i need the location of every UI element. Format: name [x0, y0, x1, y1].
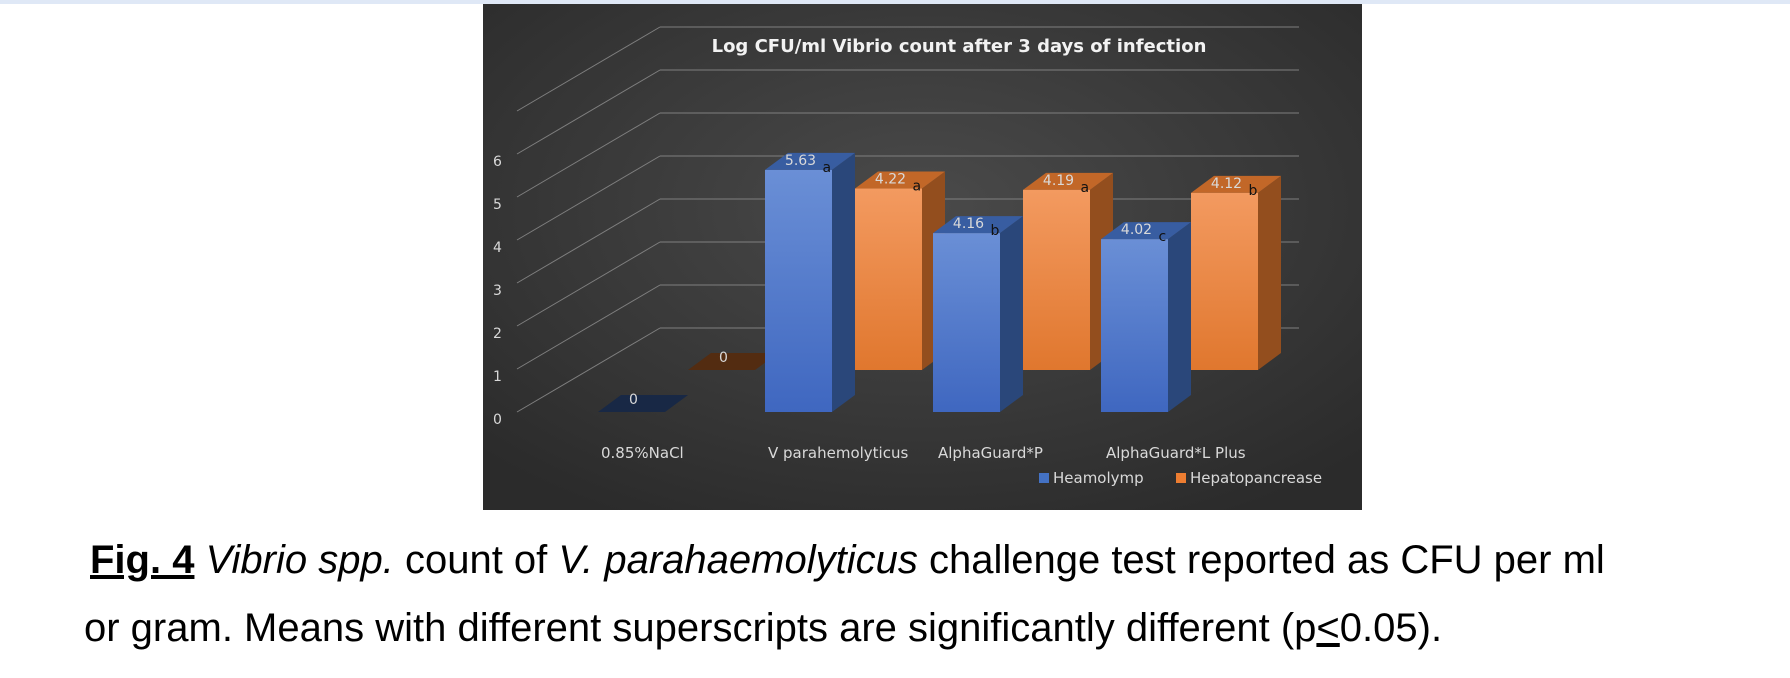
data-label: 0	[719, 350, 728, 366]
caption-text-3: or gram. Means with different superscrip…	[84, 606, 1317, 650]
caption-le-symbol: <	[1316, 606, 1340, 650]
bar-front-face	[855, 188, 922, 370]
category-label: V parahemolyticus	[768, 444, 908, 462]
superscript-label: b	[991, 223, 1000, 239]
bar-side-face	[1000, 216, 1023, 412]
figure-caption: Fig. 4 Vibrio spp. count of V. parahaemo…	[84, 526, 1780, 662]
top-border	[0, 0, 1790, 4]
bar-side-face	[1258, 175, 1281, 370]
caption-text-2: challenge test reported as CFU per ml	[917, 538, 1605, 582]
bar-side-face	[832, 152, 855, 412]
bar-front-face	[765, 169, 832, 412]
gridline-side-0	[516, 327, 661, 413]
y-tick-label: 2	[493, 326, 502, 342]
bar-hepatopancrease-3	[1191, 175, 1281, 370]
data-label: 5.63	[785, 153, 816, 169]
legend-swatch	[1176, 473, 1186, 483]
category-label: AlphaGuard*P	[938, 444, 1043, 462]
y-tick-label: 6	[493, 154, 502, 170]
bar-top-face	[1191, 175, 1281, 193]
gridline-side-5	[516, 112, 661, 198]
chart-title: Log CFU/ml Vibrio count after 3 days of …	[712, 36, 1207, 57]
bar-heamolymp-3	[1101, 222, 1191, 412]
chart-legend: Heamolymp Hepatopancrease	[1039, 469, 1322, 487]
bar-top-face	[1101, 222, 1191, 240]
data-label: 4.16	[953, 216, 984, 232]
data-label: 4.19	[1043, 173, 1074, 189]
bar-hepatopancrease-0	[688, 353, 778, 370]
superscript-label: a	[913, 179, 922, 195]
superscript-label: b	[1249, 183, 1258, 199]
gridline-side-6	[516, 69, 661, 155]
bar-side-face	[1168, 222, 1191, 412]
bar-top-face	[933, 216, 1023, 234]
caption-species: Vibrio spp.	[205, 538, 394, 582]
gridline-side-1	[516, 284, 661, 370]
y-tick-label: 4	[493, 240, 502, 256]
caption-text-1: count of	[393, 538, 559, 582]
chart-panel: 0 1 2 3 4 5 6 0 4.22 a 4.19 a 4.12 b 0 5.63 a 4.16 b 4.02 c 0…	[483, 4, 1362, 510]
bar-front-face	[1023, 189, 1090, 370]
bar-front-face	[1101, 239, 1168, 412]
bar-floor-tile	[688, 353, 778, 370]
category-label: 0.85%NaCl	[601, 444, 684, 462]
bar-front-face	[933, 233, 1000, 412]
bar-floor-tile	[598, 395, 688, 412]
data-label: 4.22	[875, 172, 906, 188]
bar-hepatopancrease-2	[1023, 172, 1113, 370]
caption-species-2: V. parahaemolyticus	[558, 538, 918, 582]
y-tick-label: 1	[493, 369, 502, 385]
bar-top-face	[765, 152, 855, 170]
caption-text-4: 0.05).	[1339, 606, 1443, 650]
bar-heamolymp-1	[765, 152, 855, 412]
data-label: 0	[629, 392, 638, 408]
superscript-label: c	[1159, 229, 1167, 245]
y-tick-label: 5	[493, 197, 502, 213]
superscript-label: a	[823, 160, 832, 176]
bar-top-face	[1023, 172, 1113, 190]
bar-heamolymp-2	[933, 216, 1023, 412]
data-label: 4.02	[1121, 222, 1152, 238]
category-label: AlphaGuard*L Plus	[1106, 444, 1246, 462]
bar-heamolymp-0	[598, 395, 688, 412]
gridline-side-2	[516, 241, 661, 327]
bar-front-face	[1191, 192, 1258, 370]
gridline-side-4	[516, 155, 661, 241]
legend-label: Heamolymp	[1053, 469, 1144, 487]
data-label: 4.12	[1211, 176, 1242, 192]
bar-hepatopancrease-1	[855, 171, 945, 370]
y-tick-label: 0	[493, 412, 502, 428]
y-tick-label: 3	[493, 283, 502, 299]
bar-top-face	[855, 171, 945, 189]
gridline-side-3	[516, 198, 661, 284]
legend-swatch	[1039, 473, 1049, 483]
superscript-label: a	[1081, 180, 1090, 196]
figure-label: Fig. 4	[90, 538, 195, 582]
legend-label: Hepatopancrease	[1190, 469, 1322, 487]
gridline-side-7	[516, 26, 661, 112]
bar-chart: 0 1 2 3 4 5 6 0 4.22 a 4.19 a 4.12 b 0 5.63 a 4.16 b 4.02 c 0…	[483, 4, 1362, 510]
